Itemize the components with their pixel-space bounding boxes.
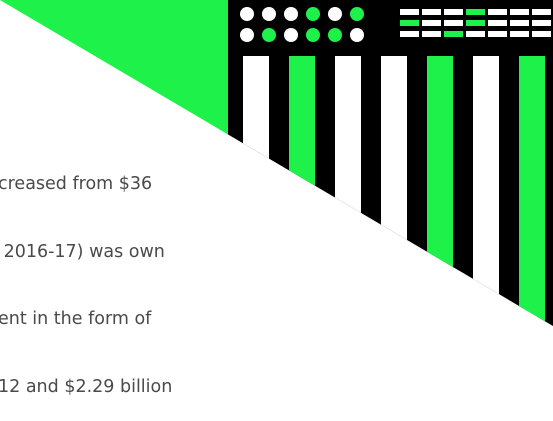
pattern-stripe xyxy=(444,20,463,26)
pattern-stripe xyxy=(466,20,485,26)
pattern-dot xyxy=(284,28,298,42)
pattern-dot xyxy=(350,28,364,42)
pattern-dot xyxy=(350,7,364,21)
pattern-stripe xyxy=(532,9,551,15)
pattern-stripe xyxy=(400,20,419,26)
pattern-dot xyxy=(262,7,276,21)
pattern-bar xyxy=(381,56,407,326)
pattern-dot xyxy=(240,7,254,21)
pattern-bar xyxy=(289,56,315,326)
pattern-dot xyxy=(328,28,342,42)
pattern-stripe xyxy=(510,31,529,37)
pattern-stripe xyxy=(466,9,485,15)
pattern-stripe xyxy=(422,20,441,26)
dot-pattern xyxy=(240,7,364,42)
pattern-stripe xyxy=(532,20,551,26)
pattern-stripe xyxy=(422,9,441,15)
pattern-stripe xyxy=(488,9,507,15)
pattern-stripe xyxy=(488,20,507,26)
pattern-dot xyxy=(306,7,320,21)
pattern-bar xyxy=(519,56,545,326)
pattern-stripe xyxy=(510,9,529,15)
decorative-banner xyxy=(0,0,553,326)
pattern-bar xyxy=(335,56,361,326)
pattern-stripe xyxy=(510,20,529,26)
pattern-stripe xyxy=(422,31,441,37)
pattern-stripe xyxy=(466,31,485,37)
text-line: ent in the form of xyxy=(0,309,152,329)
pattern-bar xyxy=(243,56,269,326)
pattern-dot xyxy=(328,7,342,21)
pattern-dot xyxy=(306,28,320,42)
pattern-stripe xyxy=(400,9,419,15)
stripe-pattern xyxy=(400,9,551,37)
pattern-dot xyxy=(284,7,298,21)
pattern-bar xyxy=(427,56,453,326)
pattern-dot xyxy=(240,28,254,42)
text-line: creased from $36 xyxy=(0,174,153,194)
pattern-stripe xyxy=(444,31,463,37)
pattern-bar xyxy=(473,56,499,326)
pattern-stripe xyxy=(532,31,551,37)
text-line: 2016-17) was own xyxy=(0,241,165,262)
body-paragraph: creased from $36 2016-17) was own ent in… xyxy=(0,128,172,421)
pattern-stripe xyxy=(444,9,463,15)
text-line: 12 and $2.29 billion xyxy=(0,376,173,397)
pattern-stripe xyxy=(400,31,419,37)
pattern-dot xyxy=(262,28,276,42)
pattern-stripe xyxy=(488,31,507,37)
